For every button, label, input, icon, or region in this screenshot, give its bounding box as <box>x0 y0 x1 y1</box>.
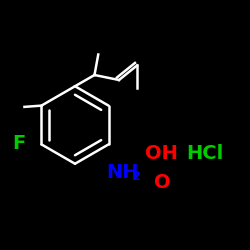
Text: NH: NH <box>106 163 139 182</box>
Text: F: F <box>12 134 26 153</box>
Text: O: O <box>154 174 170 193</box>
Text: OH: OH <box>145 144 178 163</box>
Text: HCl: HCl <box>186 144 224 163</box>
Text: 2: 2 <box>132 170 140 183</box>
